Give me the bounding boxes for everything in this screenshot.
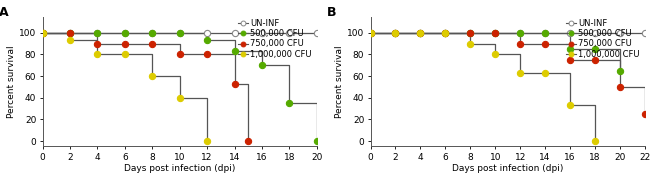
Legend: UN-INF, 500,000 CFU, 750,000 CFU, 1,000,000 CFU: UN-INF, 500,000 CFU, 750,000 CFU, 1,000,…	[565, 18, 641, 60]
Y-axis label: Percent survival: Percent survival	[7, 45, 16, 118]
X-axis label: Days post infection (dpi): Days post infection (dpi)	[452, 165, 564, 173]
Text: A: A	[0, 6, 9, 19]
Text: B: B	[327, 6, 336, 19]
Legend: UN-INF, 500,000 CFU, 750,000 CFU, 1,000,000 CFU: UN-INF, 500,000 CFU, 750,000 CFU, 1,000,…	[237, 18, 313, 60]
X-axis label: Days post infection (dpi): Days post infection (dpi)	[124, 165, 236, 173]
Y-axis label: Percent survival: Percent survival	[335, 45, 344, 118]
